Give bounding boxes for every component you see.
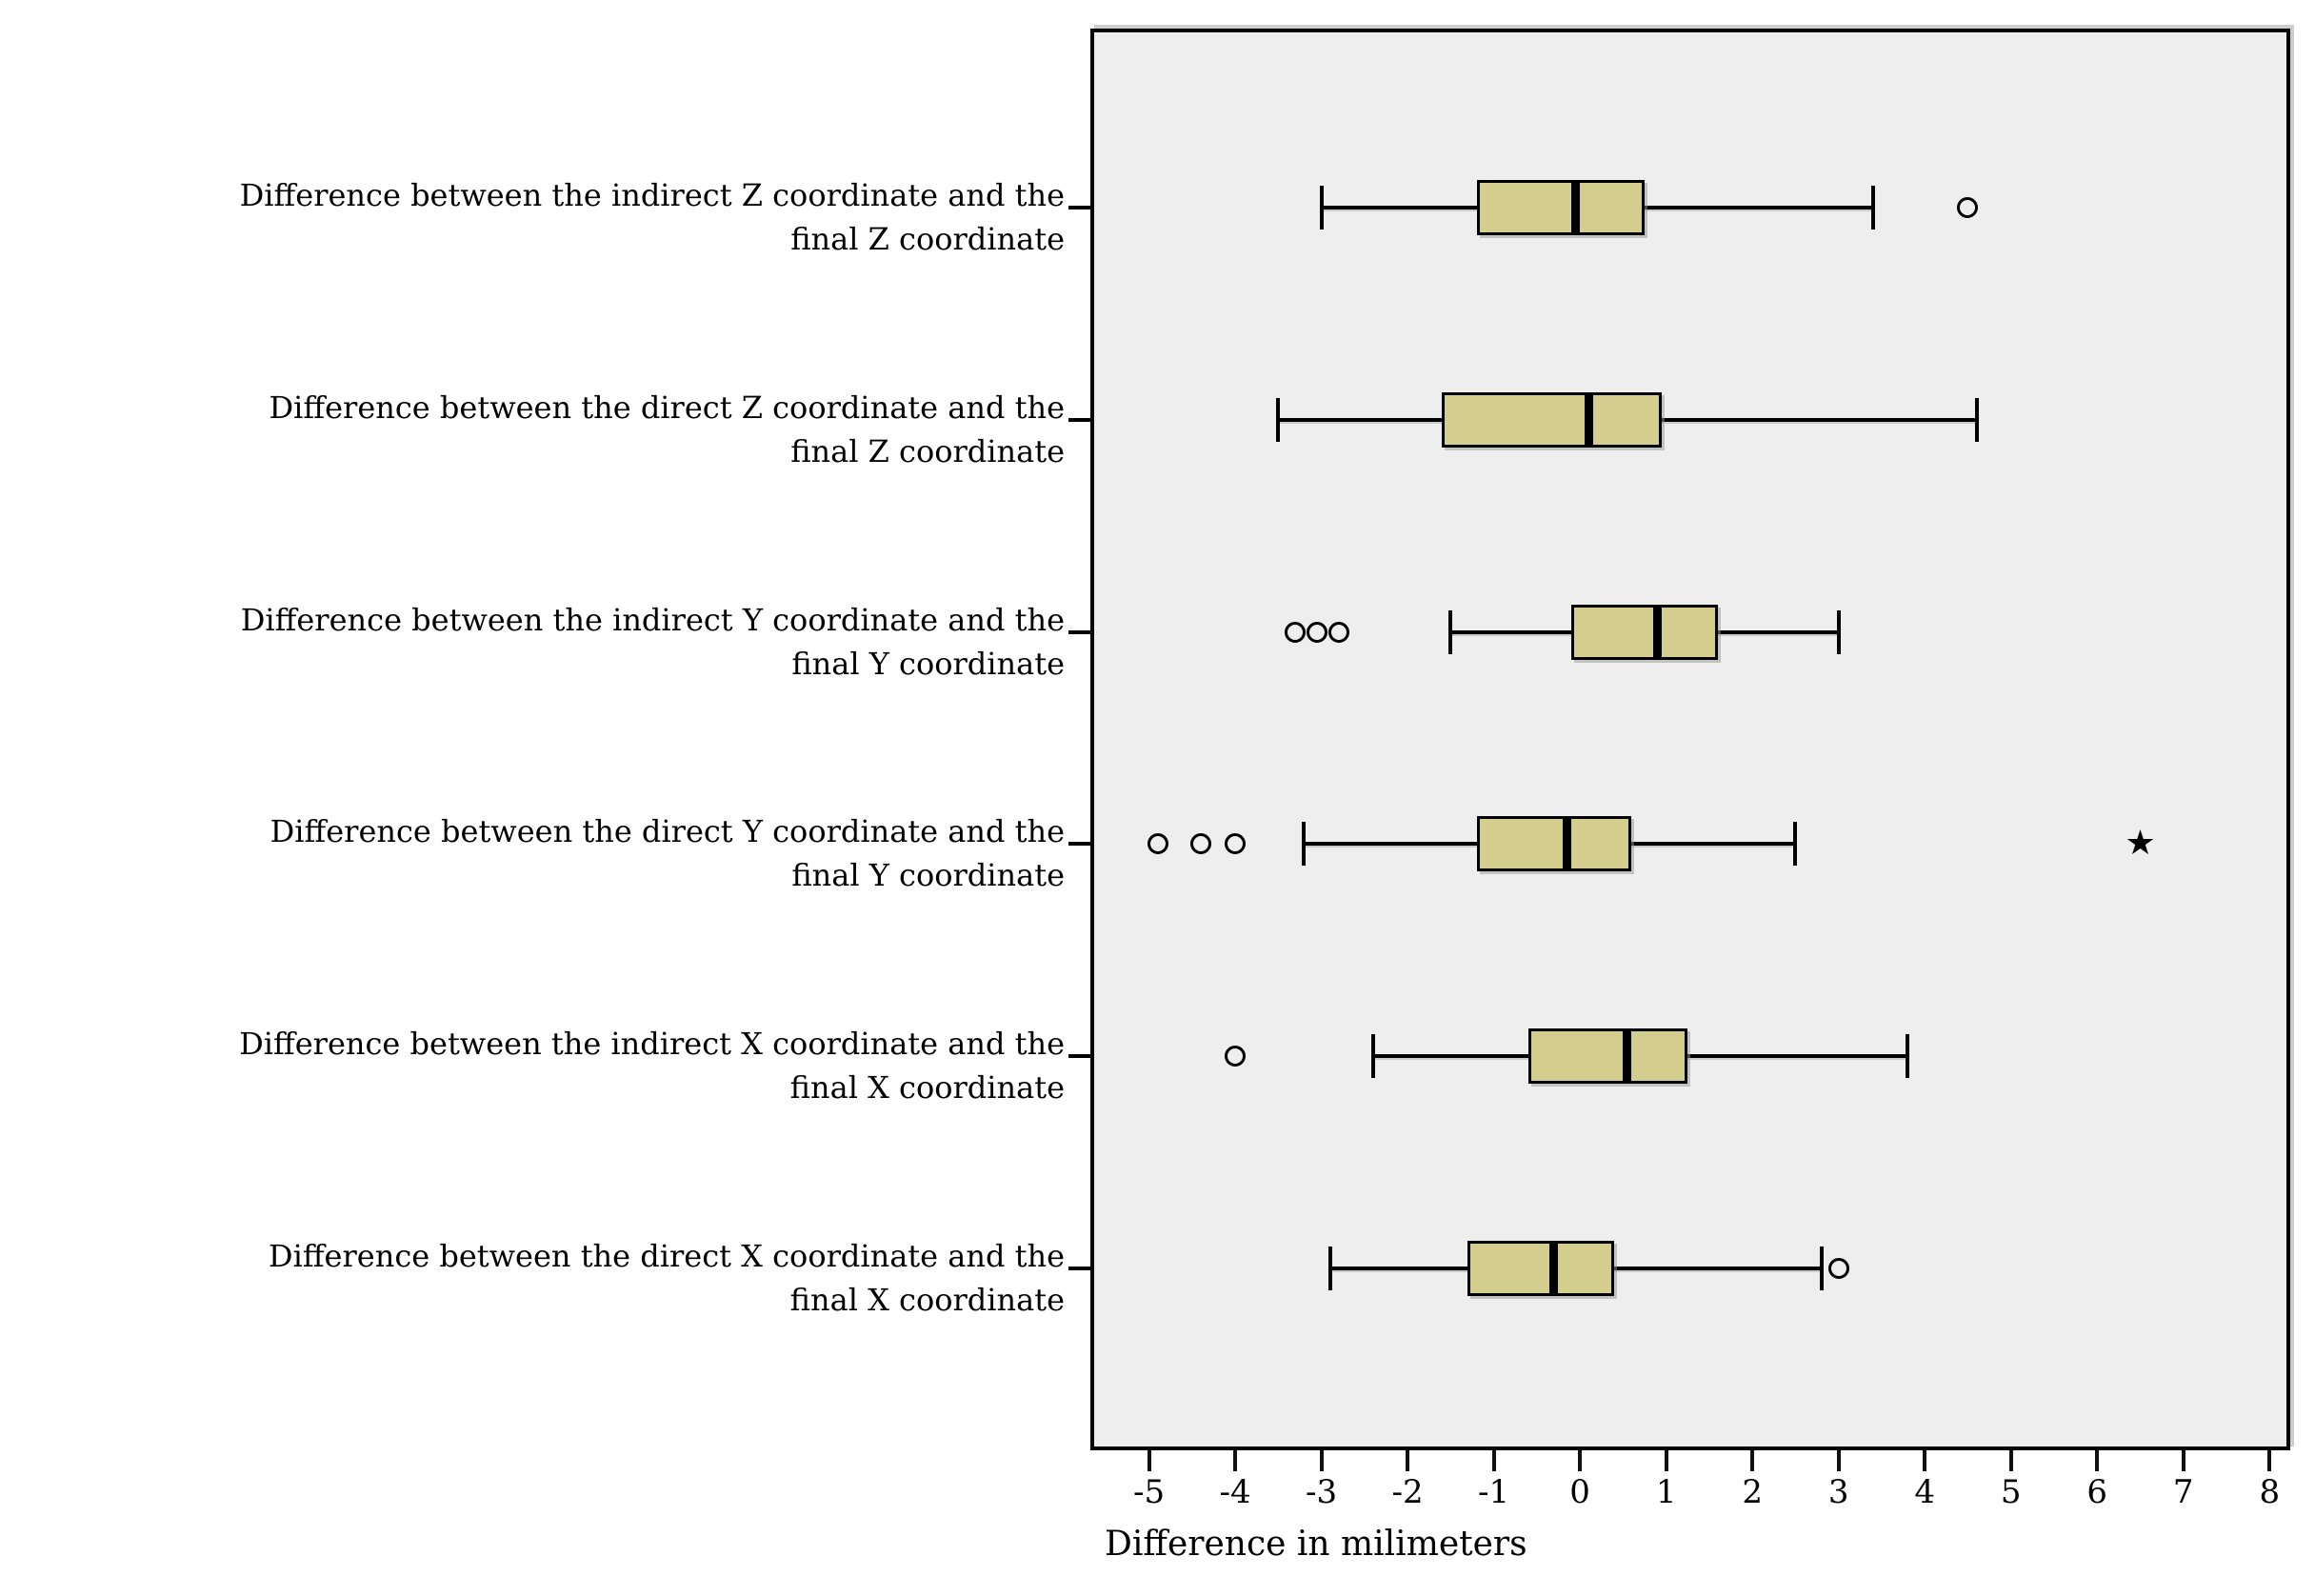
category-label-line2: final Y coordinate — [791, 645, 1065, 682]
whisker-cap-high — [1974, 397, 1979, 442]
x-axis-tick — [1750, 1450, 1755, 1471]
category-label: Difference between the direct X coordina… — [8, 1234, 1065, 1322]
x-axis-tick — [1233, 1450, 1238, 1471]
category-label-line2: final X coordinate — [789, 1069, 1065, 1107]
whisker-cap-low — [1370, 1034, 1375, 1079]
x-axis-tick — [1664, 1450, 1668, 1471]
median-line — [1563, 816, 1572, 872]
x-axis-tick-label: 5 — [2000, 1473, 2022, 1511]
x-axis-tick — [2095, 1450, 2100, 1471]
outlier-circle-marker — [1957, 197, 1979, 218]
y-axis-tick — [1068, 206, 1093, 209]
category-label-line1: Difference between the direct Z coordina… — [269, 389, 1065, 426]
box — [1527, 1028, 1688, 1085]
whisker-cap-high — [1870, 186, 1875, 229]
category-label-line1: Difference between the indirect Z coordi… — [239, 177, 1065, 213]
x-axis-tick — [1491, 1450, 1496, 1471]
outlier-circle-marker — [1307, 621, 1328, 643]
x-axis-tick — [1147, 1450, 1151, 1471]
median-line — [1623, 1028, 1632, 1085]
category-label-line2: final Z coordinate — [790, 221, 1065, 257]
category-label: Difference between the direct Y coordina… — [8, 809, 1065, 897]
x-axis-tick-label: 6 — [2086, 1473, 2108, 1511]
outlier-circle-marker — [1327, 621, 1349, 643]
outlier-circle-marker — [1285, 621, 1307, 643]
x-axis-tick-label: 3 — [1827, 1473, 1849, 1511]
box — [1442, 391, 1663, 448]
whisker-cap-low — [1327, 1247, 1332, 1290]
category-label-line2: final X coordinate — [789, 1282, 1065, 1318]
whisker-cap-low — [1319, 186, 1324, 229]
x-axis-tick — [1836, 1450, 1841, 1471]
whisker-cap-low — [1276, 397, 1281, 442]
x-axis-tick-label: -5 — [1132, 1473, 1166, 1511]
whisker-cap-low — [1302, 822, 1307, 867]
category-label-line1: Difference between the direct Y coordina… — [269, 813, 1065, 850]
x-axis-tick — [1319, 1450, 1324, 1471]
outlier-circle-marker — [1827, 1258, 1849, 1279]
x-axis-tick — [1923, 1450, 1927, 1471]
x-axis-tick-label: 7 — [2172, 1473, 2194, 1511]
median-line — [1571, 180, 1581, 235]
category-label-line2: final Y coordinate — [791, 857, 1065, 894]
x-axis-tick-label: 4 — [1914, 1473, 1936, 1511]
category-label: Difference between the direct Z coordina… — [8, 386, 1065, 473]
box — [1571, 604, 1718, 660]
x-axis-tick — [2267, 1450, 2272, 1471]
x-axis-tick-label: -2 — [1391, 1473, 1424, 1511]
y-axis-tick — [1068, 417, 1093, 422]
category-label: Difference between the indirect Z coordi… — [8, 173, 1065, 261]
x-axis-tick-label: -4 — [1219, 1473, 1251, 1511]
outlier-circle-marker — [1225, 1046, 1247, 1067]
x-axis-tick — [1406, 1450, 1410, 1471]
outlier-star-marker: ★ — [2125, 824, 2156, 864]
x-axis-tick-label: 8 — [2259, 1473, 2281, 1511]
box — [1476, 816, 1632, 872]
y-axis-tick — [1068, 1054, 1093, 1059]
box — [1467, 1241, 1615, 1296]
category-label-line1: Difference between the indirect X coordi… — [239, 1026, 1065, 1063]
median-line — [1653, 604, 1663, 660]
x-axis-tick-label: -3 — [1306, 1473, 1338, 1511]
x-axis-tick-label: 0 — [1569, 1473, 1590, 1511]
whisker-cap-high — [1819, 1247, 1824, 1290]
category-label: Difference between the indirect X coordi… — [8, 1022, 1065, 1109]
x-axis-tick-label: 1 — [1655, 1473, 1677, 1511]
x-axis-tick-label: -1 — [1478, 1473, 1510, 1511]
x-axis-tick-label: 2 — [1742, 1473, 1763, 1511]
outlier-circle-marker — [1189, 833, 1211, 855]
category-label-line1: Difference between the direct X coordina… — [268, 1238, 1065, 1274]
y-axis-tick — [1068, 1267, 1093, 1270]
whisker-cap-high — [1906, 1034, 1910, 1079]
category-label-line2: final Z coordinate — [790, 432, 1065, 469]
y-axis-tick — [1068, 842, 1093, 847]
x-axis-tick — [2008, 1450, 2013, 1471]
x-axis-title: Difference in milimeters — [1105, 1525, 1527, 1564]
median-line — [1584, 391, 1593, 448]
median-line — [1549, 1241, 1559, 1296]
category-label-line1: Difference between the indirect Y coordi… — [240, 601, 1065, 638]
outlier-circle-marker — [1225, 833, 1247, 855]
x-axis-tick — [2181, 1450, 2185, 1471]
x-axis-tick — [1578, 1450, 1583, 1471]
box — [1476, 180, 1646, 235]
whisker-cap-high — [1793, 822, 1798, 867]
y-axis-tick — [1068, 629, 1093, 634]
plot-area — [1090, 29, 2290, 1450]
whisker-cap-low — [1448, 609, 1453, 654]
category-label: Difference between the indirect Y coordi… — [8, 598, 1065, 686]
outlier-circle-marker — [1147, 833, 1168, 855]
whisker-cap-high — [1836, 609, 1841, 654]
